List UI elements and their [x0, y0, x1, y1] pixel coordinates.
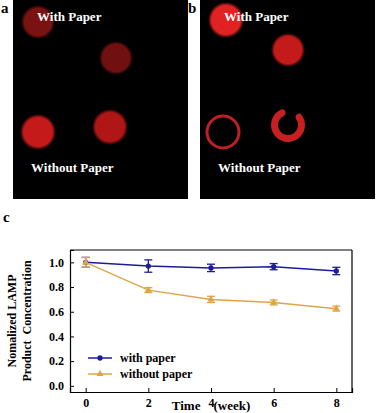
image-label: Without Paper [218, 160, 301, 175]
fluorescent-spot [99, 41, 133, 75]
error-bar-cap [144, 272, 152, 273]
x-axis-line [71, 388, 353, 393]
panel-label: b [188, 0, 196, 16]
panel-label: c [3, 209, 10, 225]
image-panel: With Paper Without Paper [200, 0, 375, 199]
image-background [13, 0, 188, 199]
legend-item: without paper [88, 367, 193, 381]
data-point [207, 295, 214, 301]
y-tick-mark [70, 262, 74, 263]
error-bar-cap [332, 274, 340, 275]
panel-label: a [1, 0, 9, 16]
y-axis-title: Product Concentration [20, 260, 34, 381]
series [82, 257, 341, 274]
x-tick-mark [148, 388, 149, 392]
y-tick: 1.0 [49, 256, 74, 270]
error-bar-cap [82, 267, 90, 268]
data-point [82, 258, 89, 264]
x-tick-mark [274, 388, 275, 392]
legend-marker [97, 355, 102, 360]
error-bar-cap [82, 257, 90, 258]
y-tick: 0.2 [49, 354, 74, 368]
y-tick-label: 0.8 [49, 280, 64, 294]
error-bar-cap [207, 302, 215, 303]
x-axis-title: Time (week) [172, 398, 250, 413]
x-tick-mark [336, 388, 337, 392]
legend-marker [96, 370, 103, 376]
y-tick-label: 1.0 [49, 256, 64, 270]
y-tick: 0.0 [49, 379, 74, 393]
y-tick-label: 0.6 [49, 305, 64, 319]
y-tick-mark [70, 361, 74, 362]
error-bar-cap [144, 259, 152, 260]
data-point [208, 265, 213, 270]
x-tick-label: 8 [334, 396, 340, 410]
y-tick-mark [70, 386, 74, 387]
x-tick: 8 [334, 388, 340, 410]
series-line [86, 262, 337, 271]
x-tick: 6 [271, 388, 277, 410]
error-bar-cap [82, 257, 90, 258]
data-point [146, 263, 151, 268]
legend: with paper without paper [88, 351, 193, 381]
fluorescent-spot [271, 33, 305, 67]
y-tick-mark [70, 312, 74, 313]
figure: With Paper Without Paper a With Paper Withou… [0, 0, 378, 413]
series-line [86, 262, 337, 308]
frame-right [351, 250, 352, 392]
error-bar-cap [207, 264, 215, 265]
y-tick-mark [70, 336, 74, 337]
image-panel: With Paper Without Paper [13, 0, 188, 199]
y-tick-label: 0.4 [49, 330, 64, 344]
y-tick: 0.6 [49, 305, 74, 319]
error-bar [82, 257, 90, 267]
y-axis: 0.0 0.2 0.4 0.6 0.8 1.0 [49, 251, 74, 394]
x-tick-label: 6 [271, 396, 277, 410]
y-tick-mark [70, 287, 74, 288]
frame-top [70, 249, 352, 250]
image-label: With Paper [224, 9, 289, 24]
x-tick-mark [211, 388, 212, 392]
data-point [270, 298, 277, 304]
y-axis-title: Nomalized LAMP [5, 275, 19, 368]
fluorescent-spot [20, 114, 56, 150]
y-tick: 0.4 [49, 330, 74, 344]
fluorescent-crescent [271, 109, 305, 142]
x-tick: 0 [83, 388, 89, 410]
error-bar-cap [207, 271, 215, 272]
image-label: Without Paper [31, 160, 114, 175]
y-axis-line [71, 251, 75, 393]
chart: 024680.00.20.40.60.81.0Time (week)Nomali… [5, 250, 353, 413]
plot-area [82, 257, 341, 311]
series [82, 257, 341, 311]
x-tick-mark [86, 388, 87, 392]
x-tick: 2 [146, 388, 152, 410]
fluorescent-spot [92, 109, 128, 145]
data-point [271, 264, 276, 269]
fluorescent-ring [207, 116, 239, 148]
image-label: With Paper [37, 9, 102, 24]
y-tick-label: 0.2 [49, 354, 64, 368]
legend-label: without paper [120, 367, 193, 381]
error-bar-cap [82, 267, 90, 268]
x-tick-label: 0 [83, 396, 89, 410]
legend-label: with paper [120, 351, 176, 365]
image-background [200, 0, 375, 199]
y-tick-label: 0.0 [49, 379, 64, 393]
y-tick: 0.8 [49, 280, 74, 294]
data-point [334, 268, 339, 273]
x-tick-label: 2 [146, 396, 152, 410]
data-point [145, 286, 152, 292]
legend-item: with paper [88, 351, 176, 365]
error-bar-cap [332, 267, 340, 268]
data-point [333, 305, 340, 311]
